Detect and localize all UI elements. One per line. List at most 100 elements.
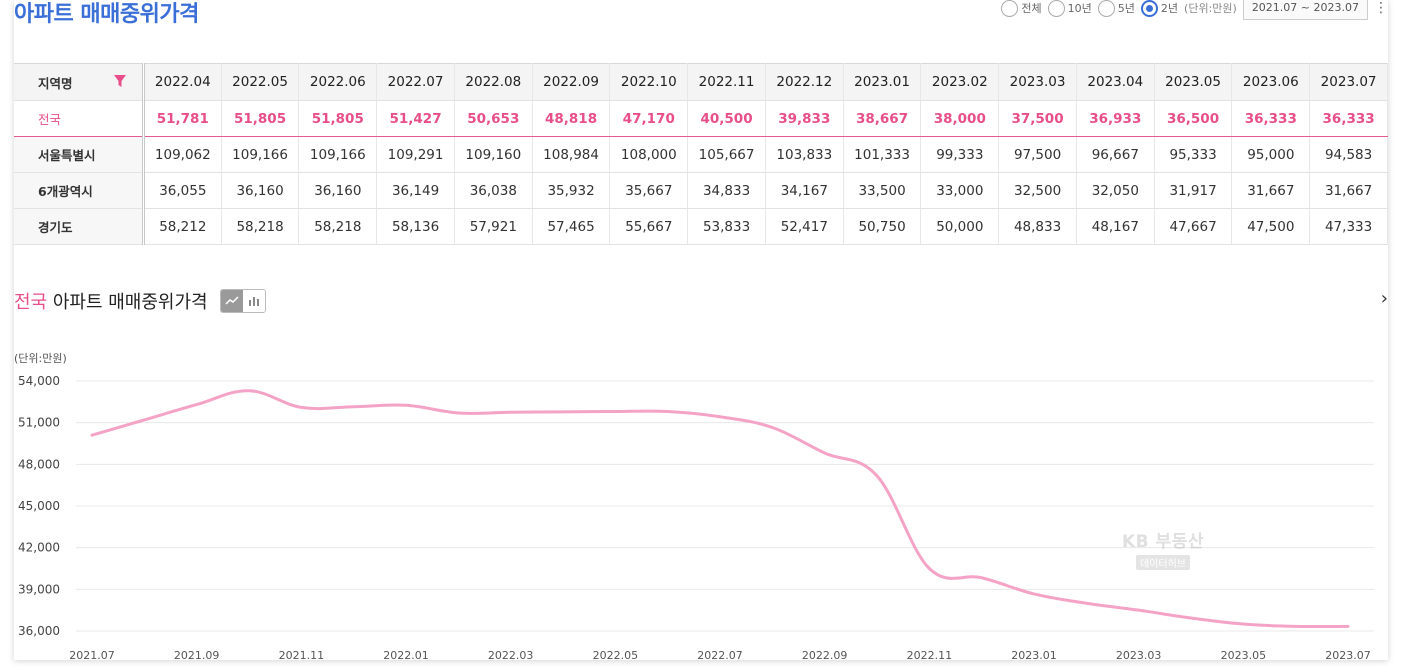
radio-label: 전체	[1021, 2, 1042, 15]
month-header: 2022.12	[765, 63, 844, 101]
filter-icon[interactable]	[113, 75, 126, 88]
value-cell: 57,465	[532, 208, 611, 245]
value-cell: 95,000	[1231, 136, 1311, 173]
x-tick-label: 2021.07	[69, 649, 115, 660]
value-cell: 57,921	[454, 208, 533, 245]
x-tick-label: 2023.01	[1011, 649, 1057, 660]
value-cell: 109,160	[454, 136, 533, 173]
y-tick-label: 54,000	[18, 374, 60, 388]
chart-type-toggle	[219, 289, 266, 313]
line-chart-icon	[225, 296, 239, 305]
value-cell: 51,805	[221, 100, 300, 137]
value-cell: 31,667	[1231, 172, 1311, 209]
region-header: 지역명	[14, 63, 145, 101]
value-cell: 35,932	[532, 172, 611, 209]
value-cell: 105,667	[687, 136, 766, 173]
price-table: 지역명 2022.04 2022.05 2022.06 2022.07 2022.08 2…	[14, 63, 1388, 245]
value-cell: 108,984	[532, 136, 611, 173]
line-chart-button[interactable]	[220, 290, 243, 312]
value-cell: 33,500	[843, 172, 922, 209]
watermark-sub: 데이터허브	[1135, 555, 1190, 570]
value-cell: 34,833	[687, 172, 766, 209]
value-cell: 101,333	[843, 136, 922, 173]
radio-icon[interactable]	[1140, 0, 1158, 17]
value-cell: 109,062	[143, 136, 222, 173]
value-cell: 36,333	[1309, 100, 1388, 137]
radio-icon[interactable]	[1001, 0, 1019, 17]
value-cell: 36,160	[221, 172, 300, 209]
chevron-right-icon[interactable]: ›	[1380, 288, 1388, 309]
value-cell: 58,136	[376, 208, 455, 245]
month-header: 2023.05	[1154, 63, 1233, 101]
month-header: 2022.05	[221, 63, 300, 101]
value-cell: 36,333	[1231, 100, 1311, 137]
value-cell: 47,333	[1309, 208, 1388, 245]
month-header: 2022.11	[687, 63, 766, 101]
table-row: 6개광역시 36,055 36,160 36,160 36,149 36,038 35,93…	[14, 172, 1388, 209]
month-header: 2023.07	[1309, 63, 1388, 101]
y-tick-label: 36,000	[18, 624, 60, 638]
more-icon[interactable]: ⋮	[1374, 0, 1388, 16]
y-tick-label: 39,000	[18, 582, 60, 596]
content-card: 아파트 매매중위가격 전체 10년 5년 2년 (단위:만원) 2021.07 …	[14, 0, 1388, 660]
value-cell: 96,667	[1076, 136, 1155, 173]
value-cell: 53,833	[687, 208, 766, 245]
value-cell: 35,667	[609, 172, 689, 209]
date-range-select[interactable]: 2021.07 ~ 2023.07	[1242, 0, 1368, 20]
value-cell: 39,833	[765, 100, 844, 137]
value-cell: 55,667	[609, 208, 689, 245]
x-tick-label: 2022.11	[907, 649, 953, 660]
value-cell: 36,055	[143, 172, 222, 209]
month-header: 2022.07	[376, 63, 455, 101]
value-cell: 36,149	[376, 172, 455, 209]
value-cell: 38,667	[843, 100, 922, 137]
value-cell: 109,166	[298, 136, 378, 173]
chart-title: 전국 아파트 매매중위가격	[14, 288, 208, 314]
region-cell[interactable]: 서울특별시	[14, 136, 145, 173]
chart-unit-label: (단위:만원)	[14, 352, 67, 365]
price-line-chart: 36,000 39,000 42,000 45,000 48,000 51,000 54,0…	[18, 374, 1374, 660]
value-cell: 51,805	[298, 100, 378, 137]
value-cell: 47,667	[1154, 208, 1233, 245]
radio-5y[interactable]: 5년	[1097, 0, 1135, 17]
region-cell[interactable]: 경기도	[14, 208, 145, 245]
value-cell: 50,000	[920, 208, 1000, 245]
x-tick-label: 2023.07	[1325, 649, 1371, 660]
month-header: 2023.01	[843, 63, 922, 101]
value-cell: 37,500	[998, 100, 1077, 137]
value-cell: 97,500	[998, 136, 1077, 173]
value-cell: 36,038	[454, 172, 533, 209]
bar-chart-button[interactable]	[242, 290, 265, 312]
value-cell: 108,000	[609, 136, 689, 173]
value-cell: 31,917	[1154, 172, 1233, 209]
value-cell: 48,833	[998, 208, 1077, 245]
value-cell: 31,667	[1309, 172, 1388, 209]
month-header: 2023.02	[920, 63, 1000, 101]
value-cell: 51,781	[143, 100, 222, 137]
x-tick-label: 2022.05	[593, 649, 639, 660]
radio-icon[interactable]	[1097, 0, 1115, 17]
y-tick-label: 42,000	[18, 541, 60, 555]
region-cell[interactable]: 전국	[14, 100, 145, 137]
region-cell[interactable]: 6개광역시	[14, 172, 145, 209]
value-cell: 34,167	[765, 172, 844, 209]
value-cell: 48,818	[532, 100, 611, 137]
table-row: 전국 51,781 51,805 51,805 51,427 50,653 48,818 47…	[14, 100, 1388, 137]
value-cell: 48,167	[1076, 208, 1155, 245]
x-tick-label: 2021.11	[279, 649, 325, 660]
watermark: KB 부동산 데이터허브	[1122, 527, 1204, 571]
period-controls: 전체 10년 5년 2년 (단위:만원) 2021.07 ~ 2023.07 ⋮	[1001, 0, 1388, 22]
value-cell: 36,500	[1154, 100, 1233, 137]
value-cell: 40,500	[687, 100, 766, 137]
radio-all[interactable]: 전체	[1001, 0, 1042, 17]
value-cell: 99,333	[920, 136, 1000, 173]
radio-2y[interactable]: 2년	[1140, 0, 1179, 17]
value-cell: 52,417	[765, 208, 844, 245]
table-row: 서울특별시 109,062 109,166 109,166 109,291 109,160…	[14, 136, 1388, 173]
radio-icon[interactable]	[1047, 0, 1065, 17]
radio-10y[interactable]: 10년	[1047, 0, 1092, 17]
value-cell: 95,333	[1154, 136, 1233, 173]
month-header: 2022.10	[609, 63, 689, 101]
month-header: 2022.08	[454, 63, 533, 101]
radio-label: 2년	[1160, 2, 1179, 15]
